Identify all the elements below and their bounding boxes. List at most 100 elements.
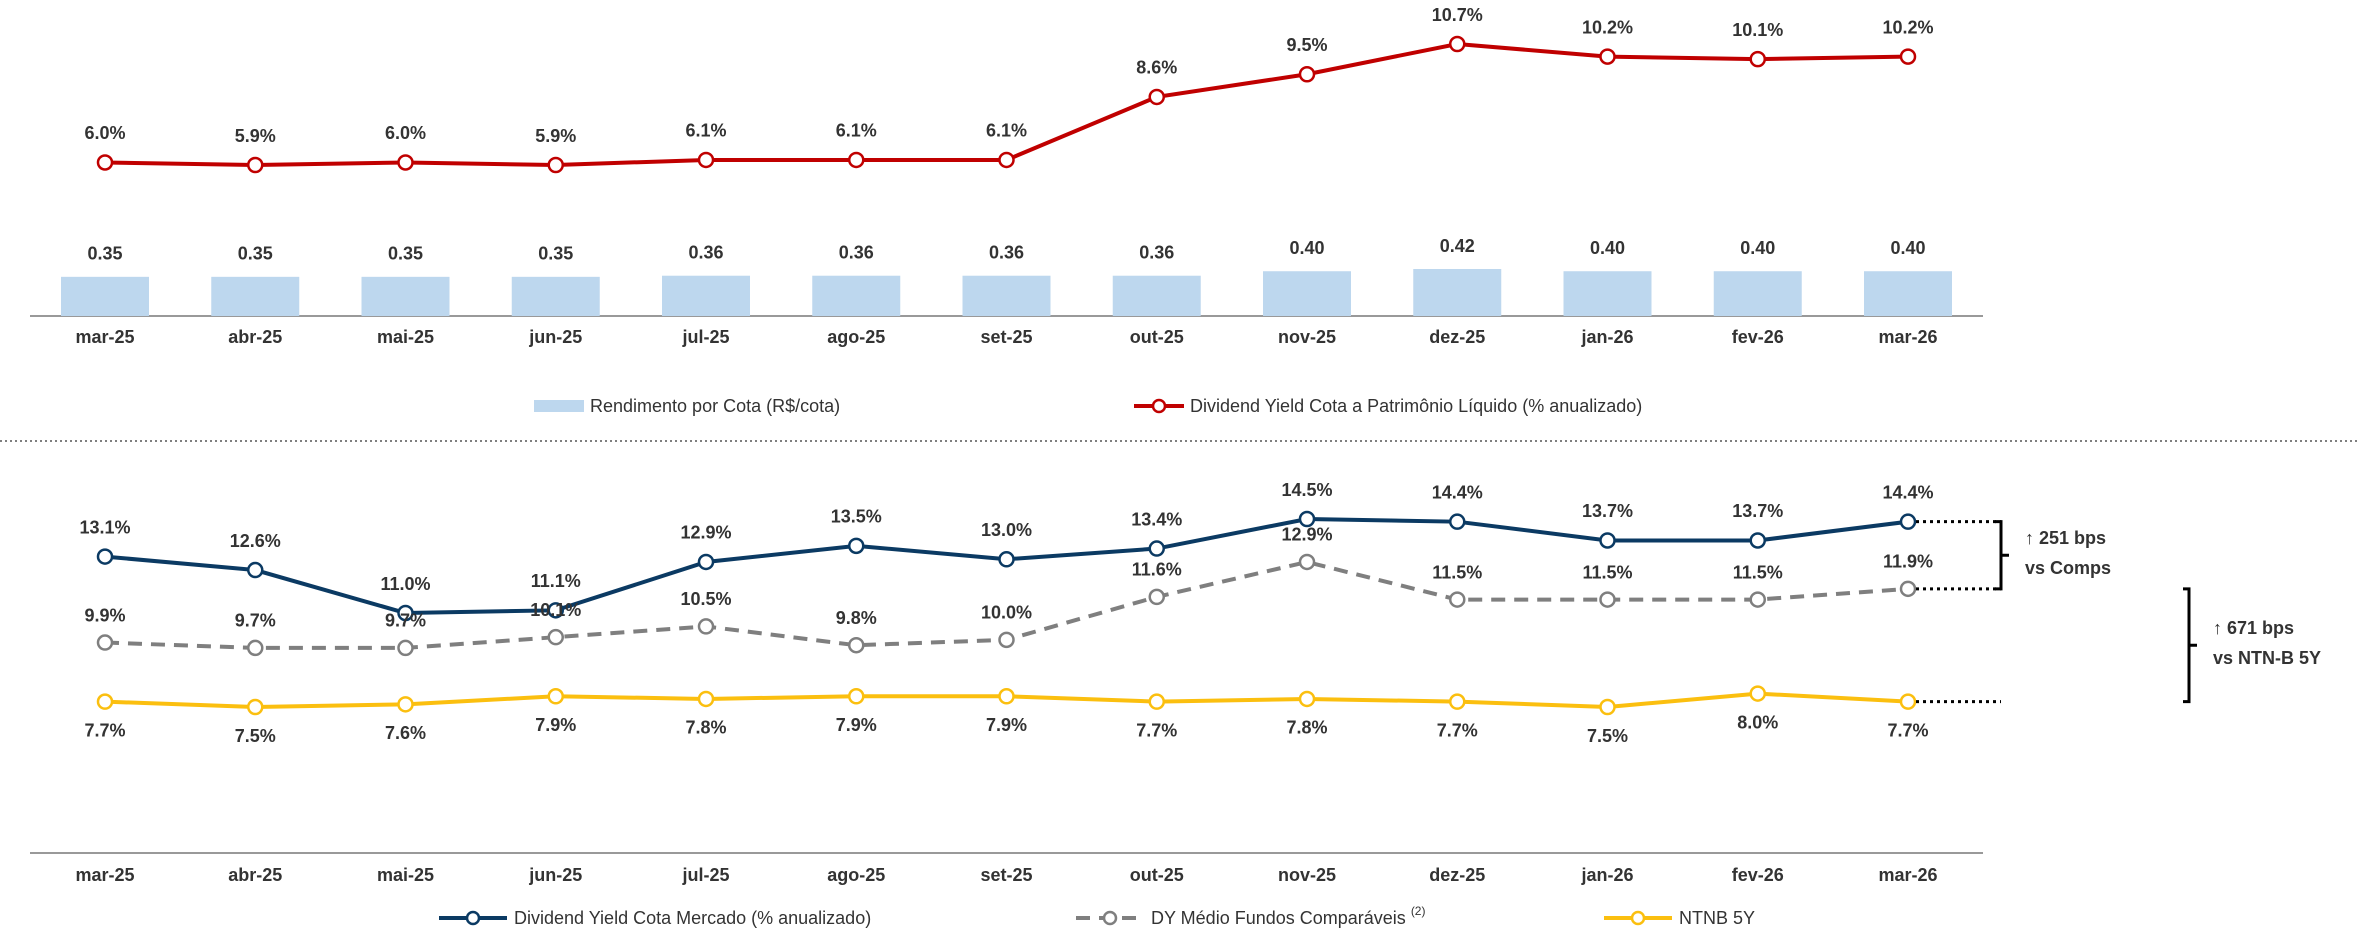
legend-marker xyxy=(1630,910,1646,926)
data-label: 0.35 xyxy=(538,244,573,264)
data-label: 12.9% xyxy=(680,523,731,543)
bar xyxy=(511,276,600,316)
data-label: 0.36 xyxy=(688,242,723,262)
data-label: 7.5% xyxy=(235,726,276,746)
point xyxy=(1298,690,1316,708)
x-tick-label: nov-25 xyxy=(1278,865,1336,885)
point xyxy=(1599,48,1616,65)
data-label: 13.7% xyxy=(1732,501,1783,521)
point xyxy=(1749,685,1766,702)
point xyxy=(697,618,715,635)
point xyxy=(1599,532,1616,549)
point xyxy=(697,690,715,708)
bar xyxy=(361,276,450,316)
data-label: 9.8% xyxy=(836,608,877,628)
data-label: 0.35 xyxy=(388,244,423,264)
x-tick-label: mar-26 xyxy=(1878,327,1937,347)
point xyxy=(397,696,414,713)
x-tick-label: out-25 xyxy=(1130,327,1184,347)
annotation-text: vs NTN-B 5Y xyxy=(2213,648,2321,668)
data-label: 6.1% xyxy=(836,121,877,141)
data-label: 10.0% xyxy=(981,603,1032,623)
x-tick-label: abr-25 xyxy=(228,327,282,347)
point xyxy=(96,634,114,651)
data-label: 10.1% xyxy=(530,600,581,620)
point xyxy=(247,561,264,579)
legend-label: DY Médio Fundos Comparáveis (2) xyxy=(1151,904,1425,928)
legend-name: DY Médio Fundos Comparáveis xyxy=(1151,908,1406,928)
data-label: 13.7% xyxy=(1582,501,1633,521)
point xyxy=(1449,693,1466,710)
x-tick-label: fev-26 xyxy=(1732,865,1784,885)
annotation-title: ↑ 671 bps xyxy=(2213,618,2294,638)
point xyxy=(1148,88,1165,106)
x-tick-label: jan-26 xyxy=(1580,327,1633,347)
x-tick-label: mar-25 xyxy=(75,327,134,347)
point xyxy=(247,156,264,174)
data-label: 13.1% xyxy=(79,517,130,537)
x-tick-label: ago-25 xyxy=(827,865,885,885)
x-tick-label: ago-25 xyxy=(827,327,885,347)
data-label: 13.4% xyxy=(1131,509,1182,529)
data-label: 11.0% xyxy=(380,574,430,594)
point xyxy=(547,156,564,174)
bracket xyxy=(1995,520,2009,591)
series-line xyxy=(104,41,1909,168)
data-label: 14.4% xyxy=(1432,482,1483,502)
data-label: 7.8% xyxy=(685,718,726,738)
point xyxy=(547,602,564,619)
legend-label: Rendimento por Cota (R$/cota) xyxy=(590,396,840,416)
point xyxy=(397,604,414,622)
point xyxy=(1148,693,1165,710)
x-tick-label: mai-25 xyxy=(377,865,434,885)
x-tick-label: out-25 xyxy=(1130,865,1184,885)
data-label: 13.5% xyxy=(831,507,882,527)
point xyxy=(397,154,414,171)
bar xyxy=(812,275,901,316)
data-label: 7.6% xyxy=(385,723,426,743)
data-label: 7.5% xyxy=(1587,726,1628,746)
data-label: 6.0% xyxy=(84,123,125,143)
data-label: 10.5% xyxy=(680,589,731,609)
point xyxy=(1449,35,1466,53)
data-label: 5.9% xyxy=(235,126,276,146)
data-label: 11.5% xyxy=(1582,562,1632,582)
bracket xyxy=(2183,587,2197,704)
bar xyxy=(1713,271,1802,316)
data-label: 11.6% xyxy=(1132,560,1182,580)
data-label: 9.9% xyxy=(84,605,125,625)
point xyxy=(848,688,865,705)
bar xyxy=(1263,271,1351,316)
point xyxy=(1599,591,1616,608)
data-label: 9.5% xyxy=(1286,35,1327,55)
x-tick-label: set-25 xyxy=(980,327,1032,347)
annotation-title: ↑ 251 bps xyxy=(2025,528,2106,548)
legend-swatch xyxy=(534,400,584,412)
legend-name: NTNB 5Y xyxy=(1679,908,1755,928)
point xyxy=(1599,698,1616,716)
data-label: 12.9% xyxy=(1281,525,1332,545)
data-label: 0.35 xyxy=(238,244,273,264)
data-label: 0.36 xyxy=(839,242,874,262)
bar xyxy=(962,275,1051,316)
data-label: 0.36 xyxy=(989,242,1024,262)
bar xyxy=(1864,271,1952,316)
data-label: 11.1% xyxy=(531,571,581,591)
data-label: 7.8% xyxy=(1286,718,1327,738)
point xyxy=(848,636,865,654)
data-label: 9.7% xyxy=(235,611,276,631)
point xyxy=(1148,588,1165,606)
data-label: 6.1% xyxy=(685,121,726,141)
data-label: 0.40 xyxy=(1740,238,1775,258)
x-tick-label: set-25 xyxy=(980,865,1032,885)
x-tick-label: dez-25 xyxy=(1429,865,1485,885)
point xyxy=(96,548,114,565)
data-label: 14.4% xyxy=(1882,482,1933,502)
data-label: 0.40 xyxy=(1289,238,1324,258)
data-label: 7.7% xyxy=(1136,720,1177,740)
data-label: 7.9% xyxy=(535,715,576,735)
data-label: 0.40 xyxy=(1590,238,1625,258)
data-label: 6.1% xyxy=(986,121,1027,141)
data-label: 9.7% xyxy=(385,611,426,631)
point xyxy=(1899,513,1917,530)
